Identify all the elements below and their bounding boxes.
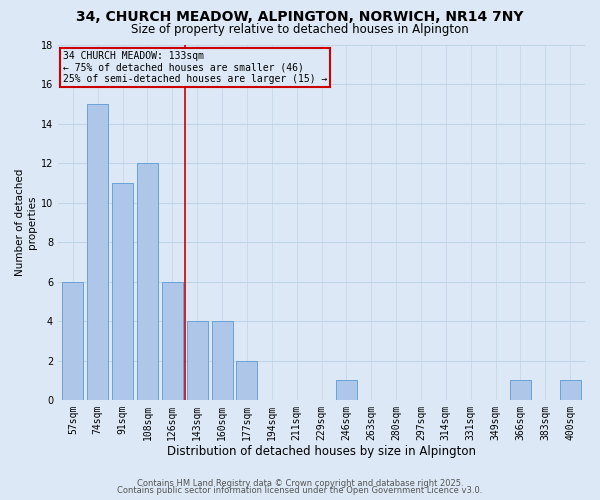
Bar [87,104,109,400]
Bar [510,380,531,400]
Bar [62,282,83,400]
X-axis label: Distribution of detached houses by size in Alpington: Distribution of detached houses by size … [167,444,476,458]
Bar [336,380,357,400]
Bar [137,164,158,400]
Bar [236,361,257,400]
Text: Contains HM Land Registry data © Crown copyright and database right 2025.: Contains HM Land Registry data © Crown c… [137,478,463,488]
Text: Size of property relative to detached houses in Alpington: Size of property relative to detached ho… [131,22,469,36]
Bar [212,322,233,400]
Bar [187,322,208,400]
Text: Contains public sector information licensed under the Open Government Licence v3: Contains public sector information licen… [118,486,482,495]
Bar [162,282,183,400]
Y-axis label: Number of detached
properties: Number of detached properties [15,169,37,276]
Bar [112,183,133,400]
Bar [560,380,581,400]
Text: 34, CHURCH MEADOW, ALPINGTON, NORWICH, NR14 7NY: 34, CHURCH MEADOW, ALPINGTON, NORWICH, N… [76,10,524,24]
Text: 34 CHURCH MEADOW: 133sqm
← 75% of detached houses are smaller (46)
25% of semi-d: 34 CHURCH MEADOW: 133sqm ← 75% of detach… [63,51,328,84]
